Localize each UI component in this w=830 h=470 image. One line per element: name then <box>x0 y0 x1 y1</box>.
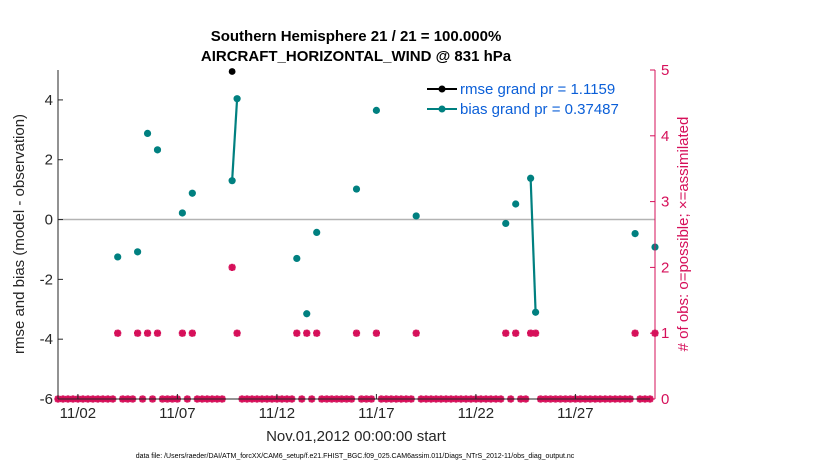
obs-marker-stroke <box>502 329 510 337</box>
obs-count-point <box>153 329 162 337</box>
obs-marker-stroke <box>372 329 380 337</box>
axes: 11/02 11/07 11/12 11/17 11/22 11/27 -6 -4 -2 0 2 4 0… <box>40 62 670 422</box>
bias-line-segment <box>231 98 239 181</box>
obs-count-point <box>134 329 142 337</box>
y-left-tick-label: -4 <box>40 331 53 348</box>
legend-rmse-label: rmse grand pr = 1.1159 <box>460 81 615 98</box>
bias-point <box>233 95 241 103</box>
bias-point <box>293 254 301 263</box>
bias-point <box>412 212 420 220</box>
bias-point <box>134 248 142 256</box>
obs-count-point <box>372 329 380 337</box>
legend: rmse grand pr = 1.1159 bias grand pr = 0… <box>427 81 619 118</box>
x-tick-label: 11/12 <box>259 405 295 422</box>
x-tick-label: 11/22 <box>458 405 494 422</box>
obs-count-point <box>313 329 321 337</box>
plot-area <box>58 70 655 399</box>
obs-marker-stroke <box>134 329 142 337</box>
bias-point <box>188 189 196 197</box>
y-right-tick-label: 1 <box>661 325 669 342</box>
bias-line-segment <box>529 178 537 313</box>
bias-series <box>114 95 659 318</box>
bias-point <box>228 177 236 185</box>
x-tick-label: 11/07 <box>159 405 195 422</box>
obs-count-point <box>233 329 241 337</box>
bias-point <box>313 228 321 237</box>
obs-marker-stroke <box>188 329 196 337</box>
obs-count-point <box>303 329 311 337</box>
obs-count-point <box>178 329 186 337</box>
x-tick-label: 11/02 <box>60 405 96 422</box>
obs-count-point <box>532 329 540 337</box>
legend-bias-marker <box>438 105 446 113</box>
obs-marker-stroke <box>313 329 321 337</box>
bias-point <box>178 209 186 217</box>
obs-count-point <box>293 329 301 337</box>
obs-marker-stroke <box>233 329 241 337</box>
obs-marker-stroke <box>228 263 236 271</box>
obs-count-point <box>228 263 236 271</box>
y-left-tick-label: -6 <box>40 391 53 408</box>
bias-point <box>153 146 162 154</box>
y-right-tick-label: 0 <box>661 391 669 408</box>
obs-marker-stroke <box>353 329 360 337</box>
bias-point <box>372 106 380 114</box>
data-file-footnote: data file: /Users/raeder/DAI/ATM_forcXX/… <box>136 453 575 460</box>
y-axis-label-right: # of obs: o=possible; ×=assimilated <box>675 117 692 352</box>
legend-rmse-marker <box>438 85 446 93</box>
obs-marker-stroke <box>631 329 639 337</box>
obs-count-point <box>143 329 152 337</box>
obs-marker-stroke <box>532 329 540 337</box>
obs-count-point <box>114 329 122 337</box>
rmse-point <box>228 68 236 75</box>
bias-point <box>527 174 535 182</box>
obs-marker-stroke <box>412 329 420 337</box>
obs-marker-stroke <box>303 329 311 337</box>
obs-marker-stroke <box>178 329 186 337</box>
x-axis-label: Nov.01,2012 00:00:00 start <box>266 428 447 445</box>
legend-bias-label: bias grand pr = 0.37487 <box>460 101 619 118</box>
bias-point <box>502 219 510 228</box>
y-left-tick-label: -2 <box>40 271 53 288</box>
y-right-tick-label: 5 <box>661 62 669 79</box>
obs-marker-stroke <box>293 329 301 337</box>
obs-count-point <box>502 329 510 337</box>
obs-marker-stroke <box>154 329 161 337</box>
x-tick-label: 11/27 <box>557 405 593 422</box>
y-right-tick-label: 4 <box>661 128 669 145</box>
obs-count-point <box>512 329 520 337</box>
y-right-tick-label: 3 <box>661 194 669 211</box>
y-axis-label-left: rmse and bias (model - observation) <box>11 114 28 354</box>
obs-marker-stroke <box>114 329 122 337</box>
obs-count-point <box>631 329 639 337</box>
bias-point <box>512 200 520 208</box>
y-left-tick-label: 4 <box>45 92 53 109</box>
obs-count-point <box>352 329 361 337</box>
bias-point <box>303 310 311 318</box>
y-right-tick-label: 2 <box>661 259 669 276</box>
y-left-tick-label: 0 <box>45 212 53 229</box>
chart-title-line1: Southern Hemisphere 21 / 21 = 100.000% <box>211 28 502 45</box>
bias-point <box>532 308 540 316</box>
obs-marker-stroke <box>512 329 520 337</box>
bias-point <box>114 253 122 261</box>
y-left-tick-label: 2 <box>45 152 53 169</box>
obs-count-point <box>188 329 196 337</box>
plot-background <box>58 70 655 399</box>
bias-point <box>352 185 361 193</box>
rmse-series <box>228 68 236 75</box>
obs-count-point <box>412 329 420 337</box>
bias-point <box>631 230 639 238</box>
bias-point <box>143 129 152 138</box>
chart-title-line2: AIRCRAFT_HORIZONTAL_WIND @ 831 hPa <box>201 48 512 65</box>
x-tick-label: 11/17 <box>358 405 394 422</box>
obs-marker-stroke <box>144 329 151 337</box>
